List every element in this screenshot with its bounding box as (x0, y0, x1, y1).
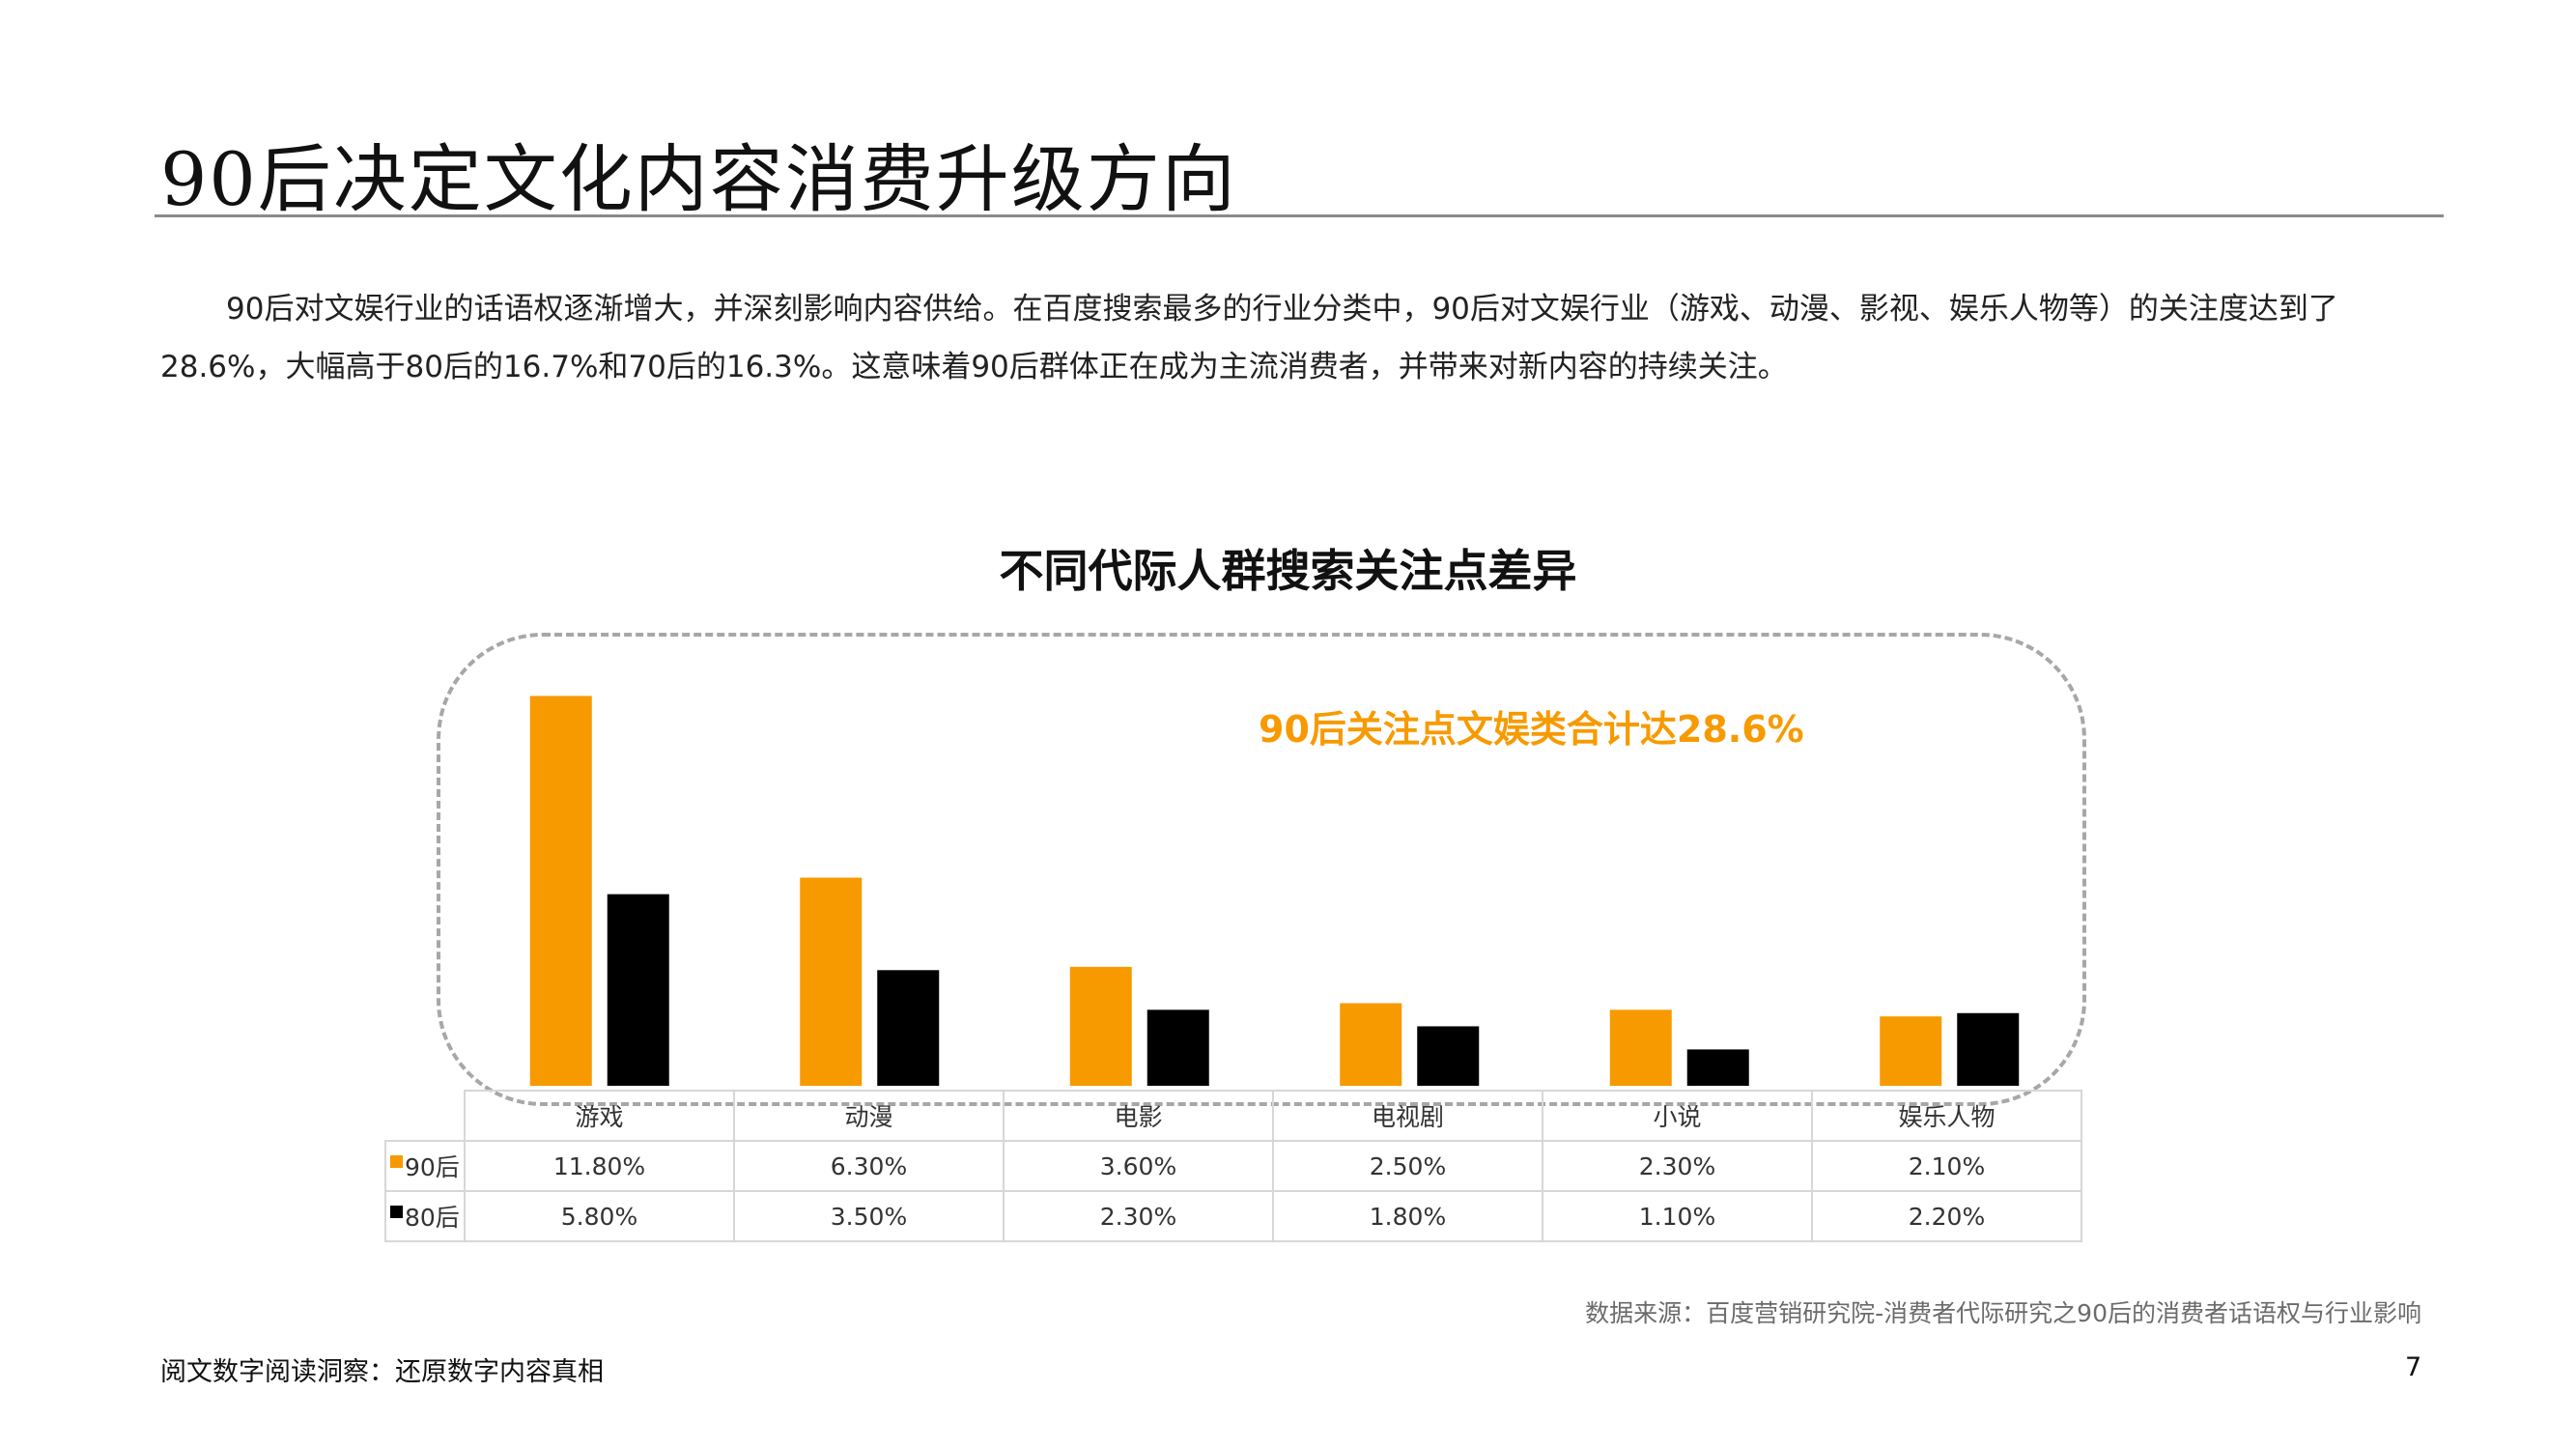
legend-label: 80后 (405, 1204, 460, 1232)
category-label: 电影 (1003, 1090, 1274, 1142)
data-label: 1.10% (1542, 1190, 1813, 1242)
table-row: 80后 5.80% 3.50% 2.30% 1.80% 1.10% 2.20% (384, 1190, 2082, 1242)
data-label: 3.60% (1003, 1140, 1274, 1192)
data-label: 1.80% (1272, 1190, 1543, 1242)
bar-80s (1146, 1009, 1209, 1086)
bar-80s (877, 970, 940, 1086)
bar-80s (1686, 1049, 1749, 1086)
legend-swatch-orange (390, 1155, 403, 1168)
category-label: 动漫 (733, 1090, 1005, 1142)
data-label: 6.30% (733, 1140, 1005, 1192)
category-label: 电视剧 (1272, 1090, 1543, 1142)
table-row: 90后 11.80% 6.30% 3.60% 2.50% 2.30% 2.10% (384, 1140, 2082, 1192)
legend-item-90s: 90后 (384, 1140, 466, 1192)
footer-label: 阅文数字阅读洞察：还原数字内容真相 (160, 1357, 604, 1387)
data-table: 游戏 动漫 电影 电视剧 小说 娱乐人物 90后 11.80% 6.30% 3.… (384, 1090, 2082, 1242)
legend-item-80s: 80后 (384, 1190, 466, 1242)
legend-label: 90后 (405, 1153, 460, 1181)
table-header-row: 游戏 动漫 电影 电视剧 小说 娱乐人物 (385, 1090, 2082, 1142)
data-label: 2.30% (1003, 1190, 1274, 1242)
data-label: 11.80% (464, 1140, 735, 1192)
page-number: 7 (2405, 1352, 2422, 1382)
bar-80s (1417, 1026, 1480, 1086)
data-label: 5.80% (464, 1190, 735, 1242)
category-label: 娱乐人物 (1811, 1090, 2082, 1142)
page-title: 90后决定文化内容消费升级方向 (160, 136, 1237, 222)
chart-title: 不同代际人群搜索关注点差异 (999, 545, 1577, 597)
bar-80s (607, 894, 669, 1086)
bar-90s (1609, 1009, 1672, 1086)
data-label: 2.10% (1811, 1140, 2082, 1192)
category-label: 游戏 (464, 1090, 735, 1142)
data-label: 2.20% (1811, 1190, 2082, 1242)
data-label: 2.50% (1272, 1140, 1543, 1192)
bar-90s (1069, 966, 1132, 1086)
legend-swatch-black (390, 1206, 403, 1218)
intro-paragraph: 90后对文娱行业的话语权逐渐增大，并深刻影响内容供给。在百度搜索最多的行业分类中… (160, 292, 2338, 384)
bar-90s (800, 877, 863, 1086)
bar-90s (1880, 1016, 1942, 1086)
data-source-note: 数据来源：百度营销研究院-消费者代际研究之90后的消费者话语权与行业影响 (1585, 1299, 2421, 1327)
category-label: 小说 (1542, 1090, 1813, 1142)
bar-90s (1340, 1003, 1402, 1086)
callout-text: 90后关注点文娱类合计达28.6% (1259, 708, 1804, 751)
data-label: 2.30% (1542, 1140, 1813, 1192)
table-corner (385, 1091, 466, 1142)
data-label: 3.50% (733, 1190, 1005, 1242)
title-divider (155, 214, 2444, 217)
